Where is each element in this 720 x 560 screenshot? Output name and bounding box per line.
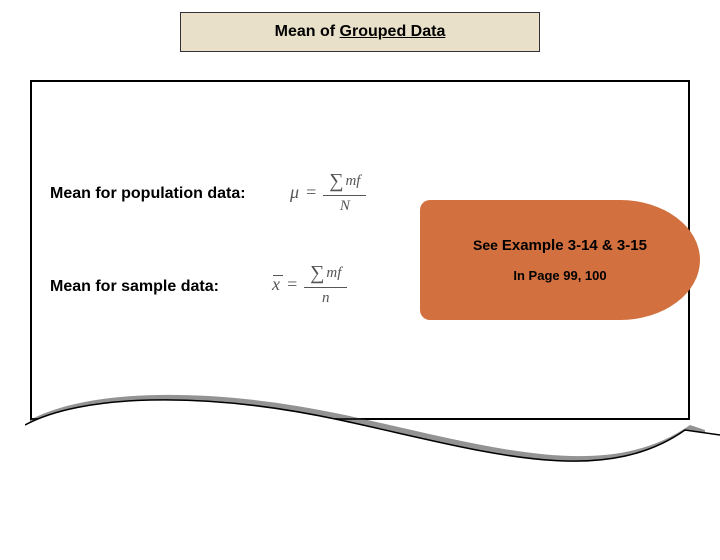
numerator-vars: mf bbox=[345, 173, 360, 190]
population-formula: μ = ∑ mf N bbox=[290, 170, 410, 215]
xbar-symbol: x bbox=[272, 274, 280, 295]
callout-examples: See Example 3-14 & 3-15 bbox=[473, 237, 647, 254]
title-box: Mean of Grouped Data bbox=[180, 12, 540, 52]
equals-sign: = bbox=[286, 274, 298, 295]
title-prefix: Mean of bbox=[275, 23, 340, 40]
callout-pages: In Page 99, 100 bbox=[513, 268, 606, 283]
fraction: ∑ mf n bbox=[304, 262, 347, 307]
numerator: ∑ mf bbox=[323, 170, 366, 196]
sigma-symbol: ∑ bbox=[329, 170, 343, 193]
sample-formula: x = ∑ mf n bbox=[272, 262, 402, 307]
in-text: In bbox=[513, 268, 528, 283]
population-label: Mean for population data: bbox=[50, 185, 246, 203]
fraction: ∑ mf N bbox=[323, 170, 366, 215]
see-text: See bbox=[473, 237, 502, 253]
denominator: N bbox=[340, 196, 350, 215]
page-title: Mean of Grouped Data bbox=[275, 23, 446, 41]
sigma-symbol: ∑ bbox=[310, 262, 324, 285]
page-refs: Page 99, 100 bbox=[529, 268, 607, 283]
title-underlined: Grouped Data bbox=[340, 23, 446, 40]
denominator: n bbox=[322, 288, 330, 307]
reference-callout: See Example 3-14 & 3-15 In Page 99, 100 bbox=[420, 200, 700, 320]
mu-symbol: μ bbox=[290, 182, 299, 203]
sample-label: Mean for sample data: bbox=[50, 278, 219, 296]
equals-sign: = bbox=[305, 182, 317, 203]
numerator: ∑ mf bbox=[304, 262, 347, 288]
numerator-vars: mf bbox=[326, 265, 341, 282]
example-refs: Example 3-14 & 3-15 bbox=[502, 237, 647, 254]
